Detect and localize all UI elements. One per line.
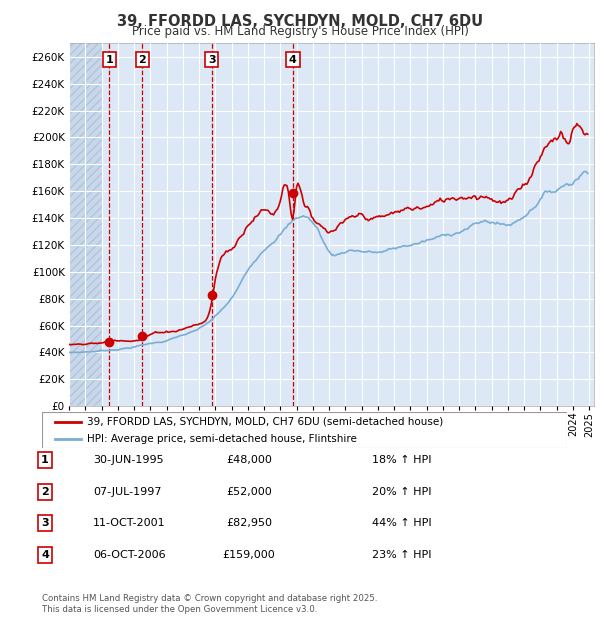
Text: Price paid vs. HM Land Registry's House Price Index (HPI): Price paid vs. HM Land Registry's House …	[131, 25, 469, 38]
Text: 20% ↑ HPI: 20% ↑ HPI	[372, 487, 431, 497]
Text: £82,950: £82,950	[226, 518, 272, 528]
Text: HPI: Average price, semi-detached house, Flintshire: HPI: Average price, semi-detached house,…	[86, 433, 356, 444]
Text: 3: 3	[208, 55, 215, 64]
Text: £159,000: £159,000	[223, 550, 275, 560]
Text: 23% ↑ HPI: 23% ↑ HPI	[372, 550, 431, 560]
Text: £48,000: £48,000	[226, 455, 272, 465]
Text: 06-OCT-2006: 06-OCT-2006	[93, 550, 166, 560]
Bar	[69, 43, 101, 406]
Text: Contains HM Land Registry data © Crown copyright and database right 2025.: Contains HM Land Registry data © Crown c…	[42, 593, 377, 603]
Text: 4: 4	[289, 55, 297, 64]
Text: 3: 3	[41, 518, 49, 528]
Text: This data is licensed under the Open Government Licence v3.0.: This data is licensed under the Open Gov…	[42, 604, 317, 614]
Text: 07-JUL-1997: 07-JUL-1997	[93, 487, 161, 497]
Text: 11-OCT-2001: 11-OCT-2001	[93, 518, 166, 528]
Text: 39, FFORDD LAS, SYCHDYN, MOLD, CH7 6DU: 39, FFORDD LAS, SYCHDYN, MOLD, CH7 6DU	[117, 14, 483, 29]
Text: 1: 1	[41, 455, 49, 465]
Text: 18% ↑ HPI: 18% ↑ HPI	[372, 455, 431, 465]
Text: 4: 4	[41, 550, 49, 560]
Text: 2: 2	[41, 487, 49, 497]
Text: 44% ↑ HPI: 44% ↑ HPI	[372, 518, 431, 528]
Text: 1: 1	[106, 55, 113, 64]
Text: 2: 2	[139, 55, 146, 64]
Text: £52,000: £52,000	[226, 487, 272, 497]
Text: 39, FFORDD LAS, SYCHDYN, MOLD, CH7 6DU (semi-detached house): 39, FFORDD LAS, SYCHDYN, MOLD, CH7 6DU (…	[86, 417, 443, 427]
Text: 30-JUN-1995: 30-JUN-1995	[93, 455, 164, 465]
